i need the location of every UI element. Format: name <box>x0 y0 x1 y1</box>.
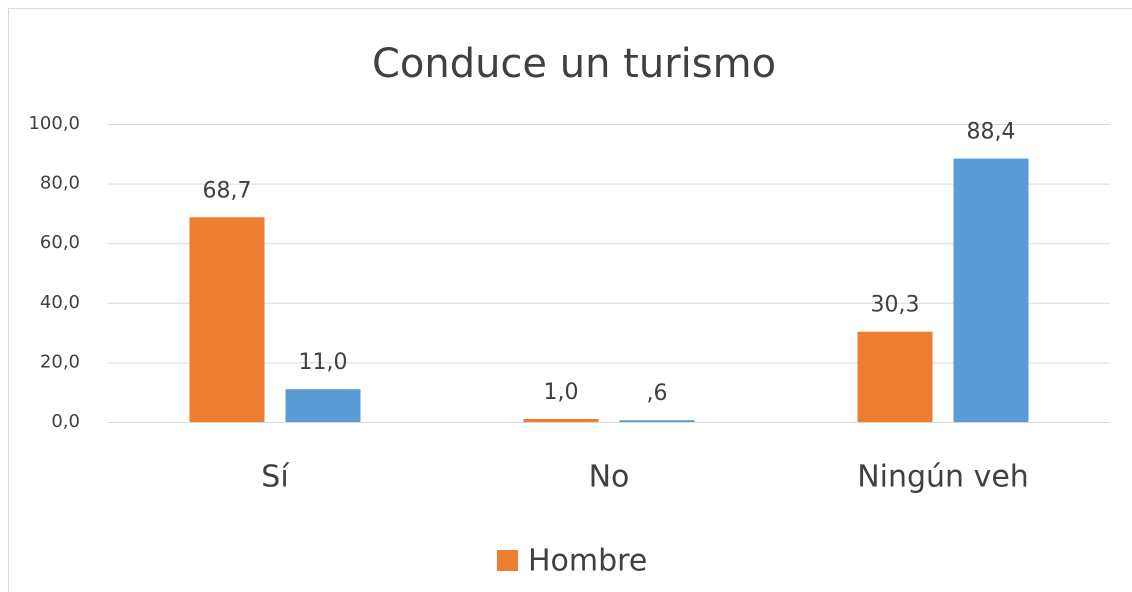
bar <box>857 331 933 422</box>
y-tick-label: 20,0 <box>40 351 80 372</box>
bar <box>189 217 265 422</box>
legend-swatch <box>497 550 518 571</box>
x-tick-label: No <box>589 460 630 495</box>
y-tick-label: 100,0 <box>28 113 80 134</box>
y-tick-label: 80,0 <box>40 173 80 194</box>
legend-label: Hombre <box>528 544 647 579</box>
x-tick-label: Sí <box>261 460 290 495</box>
y-tick-label: 60,0 <box>40 232 80 253</box>
chart-title: Conduce un turismo <box>372 41 776 87</box>
data-label: 30,3 <box>871 293 920 318</box>
y-tick-label: 40,0 <box>40 292 80 313</box>
data-label: 1,0 <box>544 380 579 405</box>
data-label: 68,7 <box>203 178 252 203</box>
bar <box>953 158 1029 422</box>
bar <box>523 419 599 422</box>
data-label: 11,0 <box>299 350 348 375</box>
x-tick-label: Ningún veh <box>857 460 1029 495</box>
bar <box>619 420 695 422</box>
bar <box>285 389 361 422</box>
data-label: 88,4 <box>967 120 1016 145</box>
y-tick-label: 0,0 <box>51 411 80 432</box>
data-label: ,6 <box>647 381 668 406</box>
